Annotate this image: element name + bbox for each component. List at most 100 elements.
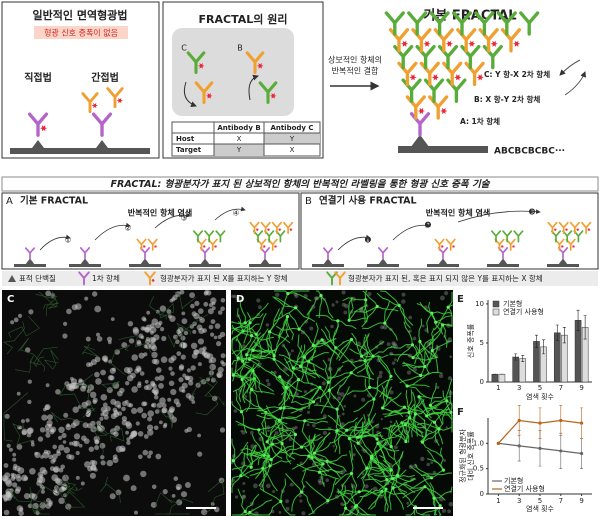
nucleus — [126, 437, 131, 442]
astrocyte-body — [250, 387, 254, 392]
panel-b — [300, 192, 599, 270]
astrocyte-body — [268, 330, 272, 334]
astrocyte-body — [236, 356, 240, 360]
astrocyte — [442, 324, 448, 348]
fluorophore — [423, 40, 431, 47]
astrocyte — [285, 316, 290, 338]
nucleus — [160, 327, 165, 332]
nucleus — [162, 489, 168, 495]
astrocyte — [273, 358, 290, 377]
antibody — [245, 51, 265, 74]
astrocyte — [239, 299, 246, 323]
astrocyte — [315, 314, 338, 322]
antibody — [78, 271, 90, 286]
table: Antibody B Antibody C Host X Y Target Y … — [171, 121, 321, 157]
astrocyte — [235, 389, 242, 412]
point — [517, 418, 521, 423]
astrocyte-body — [434, 320, 438, 324]
nucleus — [34, 451, 38, 456]
astrocyte — [354, 506, 373, 516]
antibody — [249, 221, 260, 235]
nucleus — [343, 310, 348, 315]
nucleus — [40, 489, 46, 494]
nucleus — [153, 394, 159, 400]
nucleus — [353, 394, 357, 398]
astrocyte-body — [441, 468, 445, 472]
nucleus — [46, 420, 53, 427]
nucleus — [253, 483, 258, 489]
astrocyte — [319, 463, 325, 487]
nucleus — [179, 289, 185, 295]
astrocyte — [273, 334, 289, 356]
nucleus — [132, 326, 139, 333]
box-conventional — [1, 1, 160, 159]
astrocyte-body — [296, 378, 301, 382]
astrocyte — [447, 304, 453, 308]
nucleus — [159, 305, 167, 312]
caption: 반복적인 항체 염색 — [426, 208, 490, 218]
nucleus — [207, 308, 214, 315]
step: ❸ — [528, 208, 535, 217]
astrocyte-body — [334, 346, 338, 350]
nucleus — [140, 326, 145, 331]
astrocyte — [401, 483, 426, 489]
astrocyte — [241, 451, 265, 456]
astrocyte-body — [420, 440, 425, 444]
astrocyte — [293, 367, 316, 379]
nucleus — [159, 397, 166, 405]
astrocyte — [320, 390, 331, 414]
astrocyte — [278, 446, 302, 454]
arrow — [94, 222, 131, 241]
astrocyte — [279, 429, 302, 448]
astrocyte-body — [344, 506, 348, 510]
nucleus — [361, 472, 365, 476]
astrocyte — [296, 463, 320, 473]
error-bar — [514, 353, 518, 361]
astrocyte-body — [430, 349, 434, 353]
astrocyte — [240, 354, 248, 378]
fiber — [155, 405, 174, 429]
fiber — [43, 349, 59, 370]
point — [559, 449, 563, 453]
astrocyte — [237, 488, 246, 512]
fluorophore — [289, 228, 293, 232]
nucleus — [335, 300, 339, 304]
nucleus — [401, 292, 406, 297]
astrocyte — [231, 438, 236, 461]
nucleus — [216, 373, 222, 378]
astrocyte-body — [402, 405, 406, 409]
nucleus — [117, 404, 122, 409]
nucleus — [47, 414, 53, 421]
panel-letter: A — [6, 196, 13, 207]
fluorophore — [91, 102, 98, 109]
nucleus — [168, 366, 173, 371]
legend-label: 기본형 — [504, 476, 523, 485]
surface — [427, 264, 459, 267]
astrocyte-body — [251, 348, 255, 352]
antibody — [428, 95, 449, 120]
nucleus — [98, 425, 105, 432]
astrocyte — [241, 379, 246, 404]
astrocyte — [246, 445, 252, 468]
astrocyte-body — [279, 406, 283, 410]
astrocyte-body — [286, 292, 290, 296]
legend-text: 형광분자가 표지 된 X를 표지하는 Y 항체 — [160, 273, 288, 283]
nucleus — [233, 409, 238, 413]
astrocyte-body — [248, 510, 252, 514]
astrocyte-body — [284, 385, 288, 390]
astrocyte — [342, 491, 360, 506]
astrocyte-body — [291, 366, 295, 370]
nucleus — [2, 477, 7, 482]
badge: 형광 신호 증폭이 없음 — [44, 28, 118, 38]
nucleus — [408, 315, 413, 320]
nucleus — [203, 352, 209, 358]
error-bar — [542, 339, 546, 355]
nucleus — [12, 482, 18, 488]
astrocyte — [312, 322, 319, 346]
nucleus — [16, 444, 23, 450]
nucleus — [432, 470, 436, 475]
antibody — [429, 11, 450, 36]
astrocyte — [313, 338, 336, 346]
panel-letter: C — [7, 294, 14, 305]
nucleus — [220, 306, 225, 312]
